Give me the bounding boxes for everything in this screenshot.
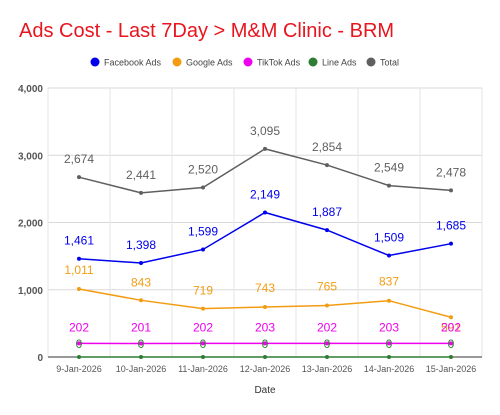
data-point xyxy=(449,188,453,193)
data-label: 2,674 xyxy=(64,152,94,166)
data-point xyxy=(77,287,81,292)
x-tick-label: 14-Jan-2026 xyxy=(364,364,415,374)
data-point xyxy=(263,341,267,346)
data-label: 1,461 xyxy=(64,234,94,248)
data-point xyxy=(325,163,329,168)
data-point xyxy=(139,341,143,346)
y-tick-label: 0 xyxy=(37,353,43,364)
data-point xyxy=(77,175,81,180)
y-tick-label: 3,000 xyxy=(18,151,43,162)
data-point xyxy=(325,341,329,346)
data-label: 719 xyxy=(193,284,213,298)
data-labels: 1,461 1,398 1,599 2,149 1,887 1,509 1,685 1,011… xyxy=(64,124,466,351)
data-point xyxy=(77,256,81,261)
data-point xyxy=(263,210,267,215)
data-point xyxy=(387,253,391,258)
legend: Facebook Ads Google Ads TikTok Ads Line Ads… xyxy=(90,57,399,68)
data-point xyxy=(325,303,329,308)
series-group xyxy=(77,146,453,359)
data-label: 0 xyxy=(76,337,83,351)
data-point xyxy=(201,306,205,311)
data-point xyxy=(139,190,143,195)
legend-label: Google Ads xyxy=(186,58,233,68)
legend-marker xyxy=(308,57,318,67)
data-point xyxy=(449,355,453,359)
data-point xyxy=(201,355,205,359)
data-label: 1,011 xyxy=(64,263,93,277)
x-tick-label: 13-Jan-2026 xyxy=(302,364,353,374)
x-tick-label: 15-Jan-2026 xyxy=(426,364,477,374)
data-point xyxy=(387,183,391,188)
y-tick-label: 2,000 xyxy=(18,219,43,230)
data-label: 2,854 xyxy=(312,140,342,154)
data-point xyxy=(449,241,453,246)
x-tick-label: 12-Jan-2026 xyxy=(240,364,291,374)
data-point xyxy=(325,228,329,233)
data-label: 202 xyxy=(317,320,337,334)
data-label: 201 xyxy=(131,320,151,334)
data-point xyxy=(263,305,267,310)
data-label: 203 xyxy=(379,320,399,334)
data-label: 202 xyxy=(69,320,89,334)
legend-label: Line Ads xyxy=(322,58,357,68)
data-label: 1,685 xyxy=(436,219,466,233)
data-point xyxy=(263,355,267,359)
x-axis-title: Date xyxy=(254,385,276,396)
data-label: 202 xyxy=(441,320,461,334)
data-label: 3,095 xyxy=(250,124,280,138)
data-point xyxy=(201,341,205,346)
data-label: 1,509 xyxy=(374,231,404,245)
data-point xyxy=(139,298,143,303)
data-point xyxy=(387,298,391,303)
data-label: 591 xyxy=(441,320,461,334)
data-label: 743 xyxy=(255,281,275,295)
data-label: 2,149 xyxy=(250,187,280,201)
data-label: 0 xyxy=(138,337,145,351)
legend-label: Facebook Ads xyxy=(104,58,162,68)
data-point xyxy=(77,341,81,346)
x-tick-label: 10-Jan-2026 xyxy=(116,364,167,374)
x-tick-label: 11-Jan-2026 xyxy=(178,364,228,374)
data-point xyxy=(139,355,143,359)
legend-marker xyxy=(366,57,376,67)
legend-label: Total xyxy=(380,58,399,68)
data-label: 2,520 xyxy=(188,163,218,177)
data-label: 202 xyxy=(193,320,213,334)
x-tick-label: 9-Jan-2026 xyxy=(56,364,102,374)
data-point xyxy=(387,341,391,346)
data-label: 203 xyxy=(255,320,275,334)
y-tick-label: 4,000 xyxy=(18,84,43,95)
legend-marker xyxy=(243,57,253,67)
legend-marker xyxy=(90,57,100,67)
data-point xyxy=(263,146,267,151)
data-label: 0 xyxy=(200,337,207,351)
y-tick-label: 1,000 xyxy=(18,286,43,297)
data-point xyxy=(201,185,205,190)
data-label: 1,398 xyxy=(126,238,156,252)
data-label: 0 xyxy=(386,337,393,351)
data-label: 843 xyxy=(131,275,151,289)
data-label: 837 xyxy=(379,275,399,289)
data-label: 1,599 xyxy=(188,224,218,238)
data-label: 2,441 xyxy=(126,168,156,182)
data-label: 2,478 xyxy=(436,165,466,179)
data-label: 0 xyxy=(262,337,269,351)
legend-label: TikTok Ads xyxy=(257,58,301,68)
data-point xyxy=(387,355,391,359)
chart-title: Ads Cost - Last 7Day > M&M Clinic - BRM xyxy=(19,20,395,42)
data-label: 1,887 xyxy=(312,205,342,219)
data-point xyxy=(201,247,205,252)
data-label: 2,549 xyxy=(374,161,404,175)
data-point xyxy=(449,315,453,320)
data-point xyxy=(449,341,453,346)
data-point xyxy=(139,260,143,265)
data-point xyxy=(325,355,329,359)
legend-marker xyxy=(172,57,182,67)
data-label: 0 xyxy=(448,337,455,351)
data-label: 0 xyxy=(324,337,331,351)
data-point xyxy=(77,355,81,359)
gridlines xyxy=(47,87,483,357)
data-label: 765 xyxy=(317,280,337,294)
